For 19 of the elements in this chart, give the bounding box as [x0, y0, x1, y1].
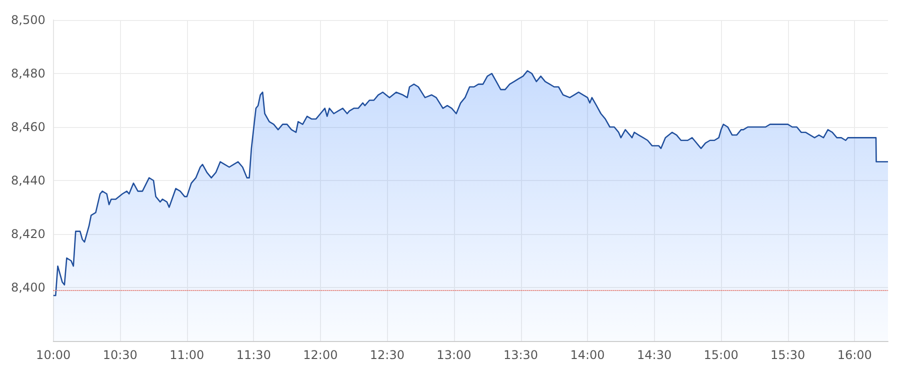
y-tick-label: 8,500 [10, 13, 46, 27]
x-tick-label: 15:00 [704, 348, 738, 362]
x-tick-label: 11:00 [170, 348, 204, 362]
x-tick-label: 10:00 [36, 348, 71, 362]
x-tick-label: 14:30 [637, 348, 672, 362]
y-tick-label: 8,480 [10, 66, 46, 80]
x-tick-label: 11:30 [236, 348, 271, 362]
x-tick-label: 14:00 [570, 348, 605, 362]
x-tick-label: 12:00 [303, 348, 338, 362]
y-tick-label: 8,420 [10, 227, 46, 241]
x-tick-label: 15:30 [770, 348, 806, 362]
y-tick-label: 8,440 [10, 174, 46, 188]
x-tick-label: 13:00 [436, 348, 472, 362]
x-tick-label: 12:30 [370, 348, 405, 362]
y-tick-label: 8,400 [10, 280, 46, 294]
x-tick-label: 10:30 [102, 348, 138, 362]
x-tick-label: 13:30 [503, 348, 538, 362]
y-tick-label: 8,460 [10, 120, 46, 134]
x-tick-label: 16:00 [837, 348, 872, 362]
